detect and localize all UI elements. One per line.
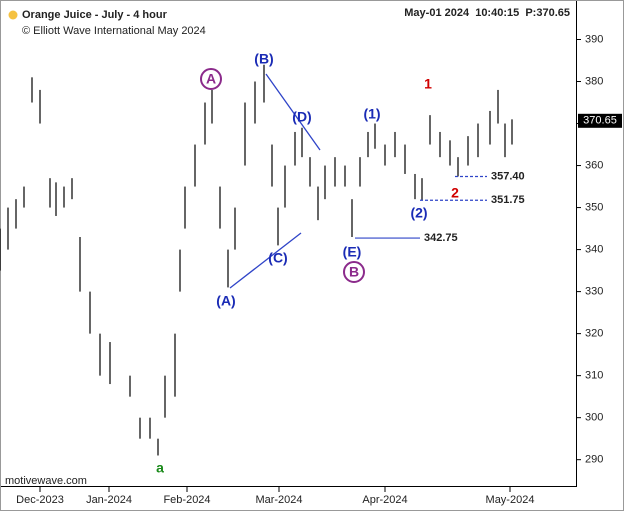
y-tick-label: 290 [585,454,603,466]
level-label: 357.40 [491,170,525,182]
chart-subtitle: © Elliott Wave International May 2024 [22,25,206,37]
trend-line [229,232,302,289]
wave-circle [343,261,365,283]
y-tick-label: 390 [585,33,603,45]
wave-label: (B) [254,51,273,67]
x-tick-label: Dec-2023 [16,494,64,506]
y-tick-label: 300 [585,412,603,424]
last-price-label: 370.65 [583,115,617,127]
wave-label: (A) [216,293,235,309]
wave-label: 2 [451,185,459,201]
y-tick-label: 380 [585,75,603,87]
y-tick-label: 360 [585,159,603,171]
y-tick-label: 310 [585,370,603,382]
wave-label: (E) [343,244,362,260]
trend-line [265,73,321,151]
symbol-dot [8,10,18,20]
wave-label: A [206,71,216,87]
watermark: motivewave.com [5,475,87,487]
y-tick-label: 320 [585,328,603,340]
y-tick-label: 340 [585,243,603,255]
x-tick-label: Apr-2024 [362,494,407,506]
wave-circle [200,68,222,90]
y-tick-label: 350 [585,201,603,213]
x-tick-label: Mar-2024 [255,494,302,506]
last-price-box [578,113,622,128]
level-label: 342.75 [424,232,458,244]
wave-label: (C) [268,250,287,266]
x-tick-label: Feb-2024 [163,494,210,506]
level-label: 351.75 [491,194,525,206]
y-tick-label: 330 [585,286,603,298]
wave-label: B [349,264,359,280]
x-tick-label: May-2024 [486,494,535,506]
x-tick-label: Jan-2024 [86,494,132,506]
chart-title: Orange Juice - July - 4 hour [22,9,168,21]
wave-label: (1) [363,106,380,122]
wave-label: (D) [292,109,311,125]
wave-label: (2) [410,205,427,221]
wave-label: 1 [424,76,432,92]
wave-label: a [156,460,164,476]
status: May-01 2024 10:40:15 P:370.65 [404,7,570,19]
